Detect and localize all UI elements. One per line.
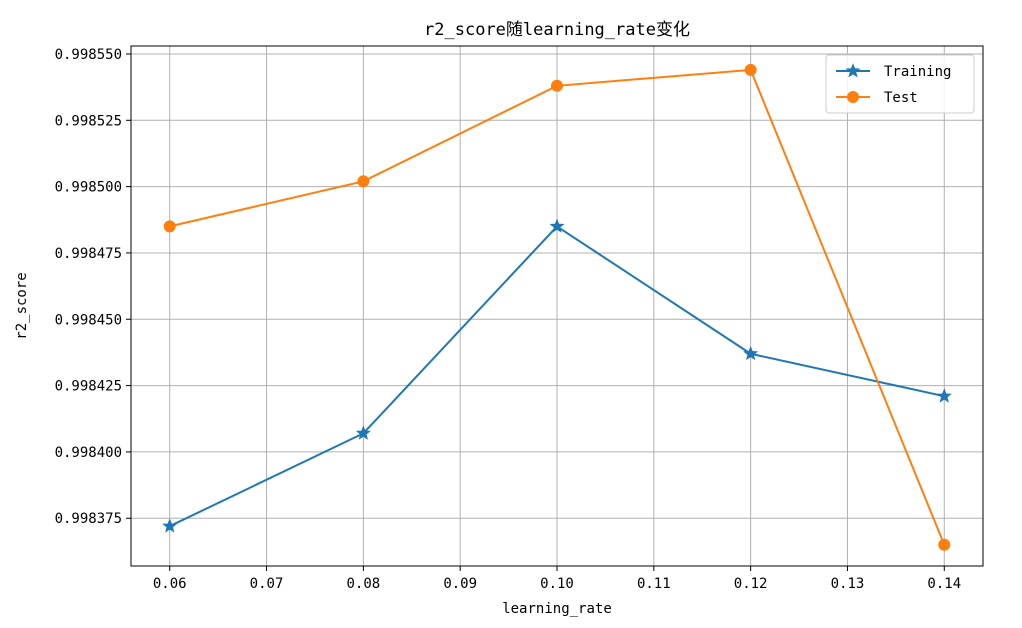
- x-tick-label: 0.12: [734, 576, 768, 592]
- y-tick-label: 0.998425: [55, 379, 122, 395]
- x-tick-label: 0.08: [347, 576, 381, 592]
- training-data-point: [355, 425, 371, 440]
- x-tick-label: 0.09: [443, 576, 477, 592]
- y-tick-label: 0.998550: [55, 47, 122, 63]
- y-tick-label: 0.998525: [55, 113, 122, 129]
- tick-layer: 0.06 0.07 0.08 0.09 0.10 0.11 0.12 0.13 0.14 0.99…: [55, 47, 962, 592]
- legend-entry-training: Training: [884, 64, 951, 80]
- training-legend-marker: [845, 63, 861, 78]
- legend-box: [825, 54, 975, 114]
- training-data-point: [743, 345, 759, 361]
- x-axis-label: learning_rate: [502, 601, 612, 617]
- y-tick-label: 0.998375: [55, 511, 122, 527]
- grid-lines: [131, 46, 983, 566]
- legend: Training Test: [825, 54, 975, 114]
- legend-entry-test: Test: [884, 90, 918, 106]
- series-layer: [162, 63, 952, 551]
- x-tick-label: 0.10: [540, 576, 574, 592]
- x-tick-label: 0.06: [153, 576, 187, 592]
- test-legend-marker: [847, 91, 859, 103]
- test-data-point: [938, 538, 951, 551]
- training-data-point: [549, 218, 565, 233]
- x-tick-label: 0.11: [637, 576, 671, 592]
- y-tick-label: 0.998475: [55, 246, 122, 262]
- chart-title: r2_score随learning_rate变化: [424, 20, 690, 40]
- test-data-point: [551, 79, 563, 92]
- x-tick-label: 0.13: [831, 576, 865, 592]
- x-tick-label: 0.07: [250, 576, 284, 592]
- test-data-point: [163, 220, 176, 233]
- y-tick-label: 0.998450: [55, 312, 122, 328]
- training-data-point: [936, 388, 952, 403]
- y-axis-label: r2_score: [14, 272, 30, 339]
- y-tick-label: 0.998500: [55, 180, 122, 196]
- test-data-point: [744, 63, 757, 76]
- y-tick-label: 0.998400: [55, 445, 122, 461]
- test-data-point: [357, 175, 370, 188]
- x-tick-label: 0.14: [927, 576, 961, 592]
- training-data-point: [162, 518, 178, 533]
